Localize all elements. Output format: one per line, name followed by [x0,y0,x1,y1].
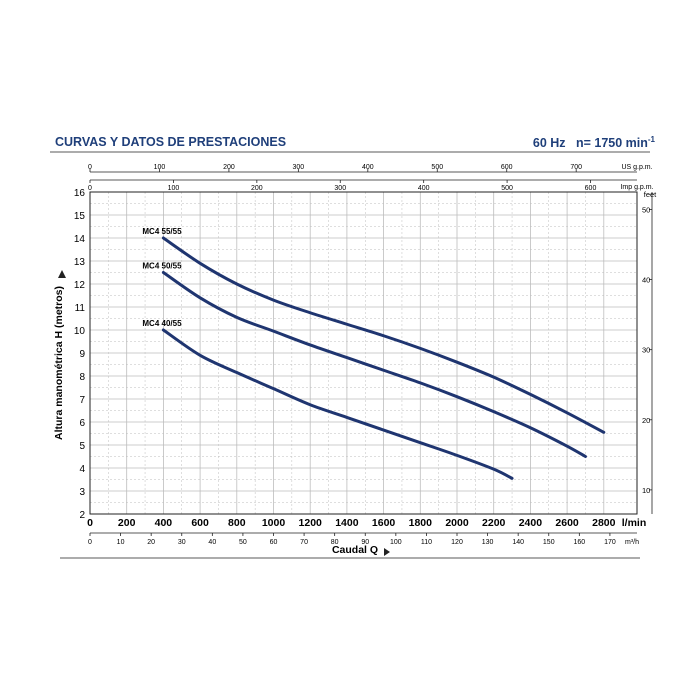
m3h-tick-label: 80 [331,539,339,546]
feet-tick-label: 30 [642,346,650,355]
y-tick-label: 4 [79,464,85,475]
m3h-tick-label: 70 [300,539,308,546]
m3h-unit-label: m³/h [625,539,639,546]
imp-gpm-tick-label: 100 [168,185,180,192]
y-tick-label: 2 [79,510,85,521]
m3h-tick-label: 30 [178,539,186,546]
series-line [161,236,606,434]
speed-exponent: -1 [647,135,655,144]
y-tick-label: 9 [79,349,85,360]
y-axis-arrow-icon [58,270,66,278]
m3h-tick-label: 100 [390,539,402,546]
y-tick-label: 8 [79,372,85,383]
x-tick-label: 1000 [262,517,286,529]
y-axis-label: Altura manométrica H (metros) [53,286,65,440]
us-gpm-tick-label: 200 [223,164,235,171]
x-tick-label: 1400 [335,517,359,529]
x-tick-label: 2400 [519,517,543,529]
x-tick-label: 2800 [592,517,616,529]
imp-gpm-tick-label: 400 [418,185,430,192]
feet-tick-label: 40 [642,276,650,285]
us-gpm-tick-label: 500 [431,164,443,171]
chart-title: CURVAS Y DATOS DE PRESTACIONES [55,135,287,149]
x-tick-label: 2000 [445,517,469,529]
imp-gpm-unit-label: Imp g.p.m. [620,184,653,191]
y-tick-label: 6 [79,418,85,429]
y-tick-label: 13 [74,257,86,268]
m3h-tick-label: 0 [88,539,92,546]
y-tick-label: 14 [74,234,86,245]
us-gpm-tick-label: 400 [362,164,374,171]
y-tick-label: 3 [79,487,85,498]
m3h-tick-label: 120 [451,539,463,546]
us-gpm-tick-label: 300 [293,164,305,171]
series-line [161,271,587,458]
feet-tick-label: 20 [642,416,650,425]
m3h-tick-label: 150 [543,539,555,546]
m3h-tick-label: 110 [421,539,432,546]
us-gpm-unit-label: US g.p.m. [621,164,652,171]
series-label: MC4 40/55 [142,319,182,328]
imp-gpm-tick-label: 300 [334,185,346,192]
imp-gpm-tick-label: 600 [585,185,597,192]
x-tick-label: 2600 [555,517,579,529]
m3h-tick-label: 20 [147,539,155,546]
m3h-tick-label: 130 [482,539,494,546]
series-line [161,328,514,480]
x-tick-label: 2200 [482,517,506,529]
feet-unit-label: feet [644,190,657,199]
us-gpm-tick-label: 700 [570,164,582,171]
x-tick-label: 0 [87,517,93,529]
y-tick-label: 11 [75,303,86,314]
y-tick-label: 15 [74,211,86,222]
pump-spec: 60 Hz n= 1750 min-1 [533,135,655,150]
x-tick-label: 1200 [299,517,323,529]
frequency-label: 60 Hz [532,136,566,151]
y-tick-label: 12 [74,280,86,291]
m3h-tick-label: 140 [512,539,524,546]
y-tick-label: 16 [74,188,86,199]
x-tick-label: 200 [118,517,136,529]
plot-frame [89,191,638,515]
y-tick-label: 10 [74,326,86,337]
m3h-tick-label: 170 [604,539,616,546]
x-axis-label: Caudal Q [332,544,378,556]
imp-gpm-tick-label: 0 [88,185,92,192]
m3h-tick-label: 40 [208,539,216,546]
x-tick-label: 600 [191,517,209,529]
feet-tick-label: 10 [642,486,650,495]
y-tick-label: 5 [79,441,85,452]
us-gpm-tick-label: 0 [88,164,92,171]
m3h-tick-label: 10 [117,539,125,546]
m3h-tick-label: 50 [239,539,247,546]
imp-gpm-tick-label: 500 [501,185,513,192]
us-gpm-tick-label: 100 [154,164,166,171]
x-unit-label: l/min [622,517,647,529]
y-tick-label: 7 [79,395,85,406]
x-tick-label: 800 [228,517,246,529]
x-tick-label: 1600 [372,517,396,529]
us-gpm-tick-label: 600 [501,164,513,171]
m3h-tick-label: 60 [270,539,278,546]
series-label: MC4 50/55 [142,262,182,271]
m3h-tick-label: 160 [573,539,585,546]
series-label: MC4 55/55 [142,227,182,236]
feet-tick-label: 50 [642,205,650,214]
imp-gpm-tick-label: 200 [251,185,263,192]
x-axis-arrow-icon [384,548,390,556]
speed-label: n= 1750 min [575,136,648,151]
x-tick-label: 1800 [409,517,433,529]
m3h-tick-label: 90 [361,539,369,546]
x-tick-label: 400 [155,517,173,529]
